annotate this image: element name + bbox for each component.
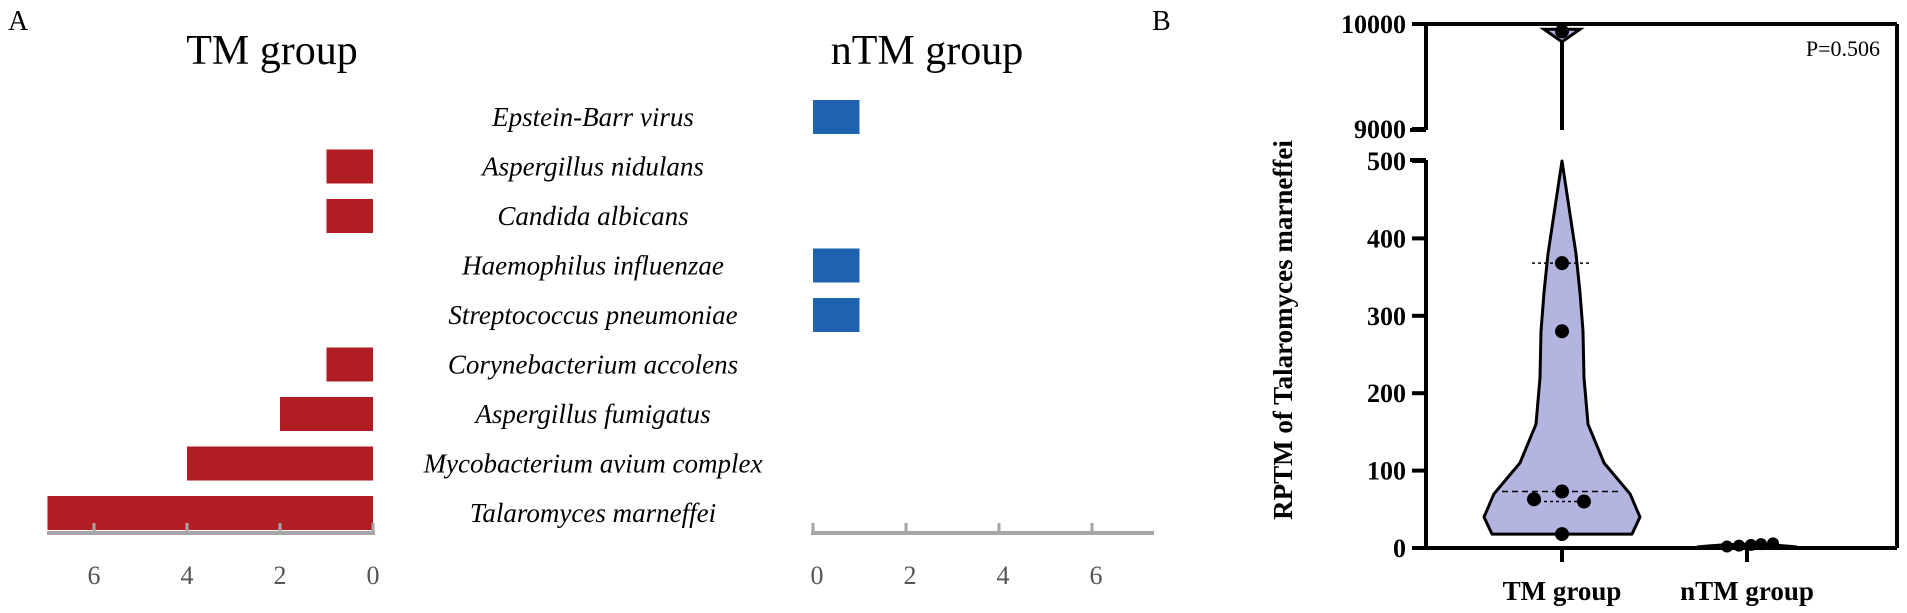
- y-tick-label: 0: [1393, 534, 1406, 563]
- tm-bar: [280, 397, 373, 431]
- ntm-data-point: [1767, 537, 1779, 550]
- ntm-group-x-axis: 0 2 4 6: [811, 523, 1154, 590]
- tm-bar: [187, 446, 373, 481]
- ntm-group-title: nTM group: [831, 28, 1024, 74]
- category-label: Epstein-Barr virus: [491, 102, 694, 132]
- violin-y-axis: 0 100 200 300 400 500 9000 10000: [1341, 10, 1426, 563]
- violin-y-axis-title: RPTM of Talaromyces marneffei: [1268, 140, 1298, 520]
- panel-label-a: A: [8, 6, 29, 37]
- y-tick-label: 500: [1367, 147, 1406, 176]
- ntm-data-point: [1755, 538, 1767, 551]
- x-category-label: TM group: [1503, 576, 1622, 606]
- p-value-annotation: P=0.506: [1806, 36, 1880, 61]
- ntm-group-bars: [813, 100, 860, 332]
- ntm-bar: [813, 248, 860, 283]
- tm-data-point: [1555, 527, 1569, 542]
- category-label: Streptococcus pneumoniae: [448, 300, 737, 330]
- ntm-data-point: [1745, 538, 1757, 551]
- category-label: Aspergillus nidulans: [480, 152, 704, 182]
- tm-data-point: [1577, 494, 1591, 509]
- ntm-bar: [813, 100, 860, 134]
- category-label: Haemophilus influenzae: [461, 251, 724, 281]
- tm-violin-lower: [1482, 159, 1642, 536]
- y-tick-label: 400: [1367, 224, 1406, 253]
- tm-axis-tick-label: 0: [367, 561, 380, 590]
- violin-x-category-labels: TM group nTM group: [1503, 576, 1814, 606]
- ntm-bar: [813, 298, 860, 332]
- category-labels: Epstein-Barr virus Aspergillus nidulans Ca…: [423, 102, 763, 528]
- tm-bar: [326, 149, 373, 184]
- y-tick-label: 9000: [1354, 115, 1406, 144]
- category-label: Mycobacterium avium complex: [423, 449, 763, 479]
- ntm-data-point: [1733, 539, 1745, 552]
- category-label: Corynebacterium accolens: [448, 350, 738, 380]
- tm-axis-tick-label: 2: [274, 561, 287, 590]
- violin-shapes: [1482, 27, 1798, 549]
- category-label: Talaromyces marneffei: [470, 498, 716, 528]
- x-category-label: nTM group: [1680, 576, 1814, 606]
- panel-b-violin-plot: B RPTM of Talaromyces marneffei P=0.506 …: [1152, 6, 1899, 606]
- y-tick-label: 100: [1367, 457, 1406, 486]
- tm-data-point: [1555, 484, 1569, 499]
- tm-data-point: [1555, 324, 1569, 339]
- panel-a-mirrored-bar-chart: A TM group nTM group Epstein-Barr virus A…: [8, 6, 1154, 590]
- tm-data-point: [1555, 24, 1569, 39]
- y-tick-label: 300: [1367, 302, 1406, 331]
- violin-data-points: [1527, 24, 1779, 553]
- category-label: Candida albicans: [497, 201, 688, 231]
- tm-bar: [47, 496, 373, 530]
- ntm-axis-tick-label: 2: [904, 561, 917, 590]
- tm-bar: [326, 199, 373, 233]
- tm-axis-tick-label: 4: [181, 561, 194, 590]
- category-label: Aspergillus fumigatus: [473, 399, 710, 429]
- tm-bar: [326, 347, 373, 382]
- ntm-axis-tick-label: 4: [997, 561, 1010, 590]
- tm-data-point: [1527, 492, 1541, 507]
- ntm-data-point: [1721, 540, 1733, 553]
- tm-axis-tick-label: 6: [88, 561, 101, 590]
- tm-data-point: [1555, 256, 1569, 271]
- ntm-axis-tick-label: 0: [811, 561, 824, 590]
- violin-plot-frame: [1410, 22, 1899, 562]
- tm-group-title: TM group: [186, 28, 358, 74]
- y-tick-label: 200: [1367, 379, 1406, 408]
- ntm-axis-tick-label: 6: [1090, 561, 1103, 590]
- tm-group-x-axis: 6 4 2 0: [47, 523, 380, 590]
- tm-group-bars: [47, 149, 373, 530]
- y-tick-label: 10000: [1341, 10, 1406, 39]
- panel-label-b: B: [1152, 6, 1171, 37]
